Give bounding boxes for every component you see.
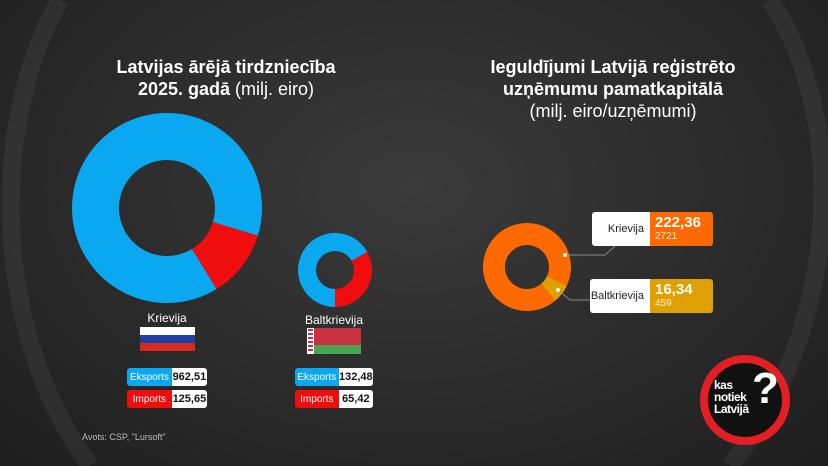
logo: kas notiek Latvijā ? (700, 355, 790, 445)
russia-import-pill: Imports 125,65 (127, 390, 207, 408)
russia-import-slice (192, 222, 258, 290)
belarus-import-slice (334, 252, 373, 308)
russia-invest-box: Krievija 222,36 2721 (592, 212, 713, 246)
left-title: Latvijas ārējā tirdzniecība 2025. gadā (… (76, 56, 376, 100)
russia-invest-companies: 2721 (655, 231, 678, 242)
logo-line3: Latvijā (714, 402, 749, 416)
belarus-invest-companies: 459 (655, 298, 672, 309)
left-title-year: 2025. gadā (137, 79, 231, 99)
logo-line2: notiek (714, 390, 747, 404)
right-title-line1: Ieguldījumi Latvijā reģistrēto (490, 57, 736, 77)
belarus-invest-slice (541, 276, 567, 301)
belarus-export-value: 132,48 (338, 368, 373, 386)
russia-invest-amount: 222,36 (655, 214, 701, 231)
import-label: Imports (127, 390, 172, 408)
left-title-line1: Latvijas ārējā tirdzniecība (116, 57, 336, 77)
left-title-unit: (milj. eiro) (235, 79, 315, 99)
belarus-invest-name: Baltkrievija (590, 279, 650, 313)
russia-invest-name: Krievija (592, 212, 650, 246)
belarus-export-pill: Eksports 132,48 (295, 368, 373, 386)
belarus-import-value: 65,42 (338, 390, 373, 408)
belarus-export-slice (298, 233, 368, 307)
belarus-leader-line (557, 289, 590, 301)
russia-export-value: 962,51 (171, 368, 207, 386)
leader-dot (563, 253, 567, 257)
belarus-invest-values: 16,34 459 (650, 279, 713, 313)
import-label: Imports (295, 390, 339, 408)
logo-line1: kas (714, 378, 733, 392)
leader-dot (556, 288, 560, 292)
belarus-invest-amount: 16,34 (655, 281, 693, 298)
background-swoosh (1, 0, 98, 466)
russia-leader-line (565, 245, 616, 256)
russia-import-value: 125,65 (171, 390, 207, 408)
question-mark-icon: ? (752, 364, 779, 413)
export-label: Eksports (127, 368, 172, 386)
logo-text: kas notiek Latvijā (714, 379, 749, 415)
source-note: Avots: CSP, "Lursoft" (82, 432, 166, 442)
export-label: Eksports (295, 368, 339, 386)
right-title-unit: (milj. eiro/uzņēmumi) (529, 101, 697, 121)
right-title: Ieguldījumi Latvijā reģistrēto uzņēmumu … (443, 56, 783, 122)
belarus-import-pill: Imports 65,42 (295, 390, 373, 408)
country-label-belarus: Baltkrievija (304, 313, 364, 327)
russia-invest-values: 222,36 2721 (650, 212, 713, 246)
russia-export-slice (71, 113, 263, 304)
russia-flag (140, 327, 195, 351)
russia-export-pill: Eksports 962,51 (127, 368, 207, 386)
country-label-russia: Krievija (147, 311, 187, 325)
belarus-flag (307, 328, 361, 354)
right-title-line2: uzņēmumu pamatkapitālā (502, 79, 724, 99)
russia-invest-slice (483, 222, 572, 311)
belarus-invest-box: Baltkrievija 16,34 459 (590, 279, 713, 313)
